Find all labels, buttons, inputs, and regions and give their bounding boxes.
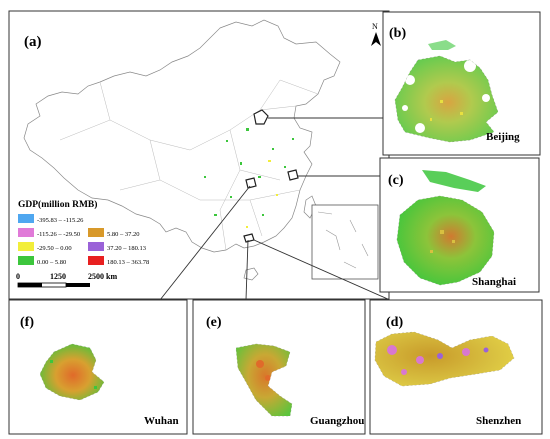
north-arrow-label: N [372,22,378,31]
leader-lines [159,117,391,301]
legend-swatch [18,228,34,237]
legend-range-label: 5.80 – 37.20 [107,231,140,238]
panel-f-label: (f) [20,315,34,330]
beijing-marker [253,109,269,125]
china-outline [23,19,341,253]
beijing-label: Beijing [486,131,520,143]
panel-d-label: (d) [386,315,403,330]
wuhan-label: Wuhan [144,415,179,427]
beijing-gdp-map [394,40,499,143]
legend-items: -395.83 – -115.26 -115.26 – -29.50 -29.50 … [18,214,149,266]
scale-bar: 0 1250 2500 km [16,272,117,288]
panel-b-label: (b) [389,26,406,41]
legend-range-label: -115.26 – -29.50 [37,231,80,238]
legend-range-label: 180.13 – 363.78 [107,259,149,266]
legend-title: GDP(million RMB) [18,199,97,210]
legend-swatch [88,256,104,265]
shenzhen-label: Shenzhen [476,415,521,427]
south-china-sea-islands [317,211,369,269]
panel-c-label: (c) [388,173,404,188]
legend: GDP(million RMB) -395.83 – -115.26 -115.2… [18,199,149,266]
wuhan-marker [245,177,257,189]
legend-swatch [88,228,104,237]
scale-tick-0: 0 [16,272,20,281]
legend-swatch [88,242,104,251]
panel-f-frame [8,299,188,435]
legend-swatch [18,214,34,223]
legend-range-label: -395.83 – -115.26 [37,217,84,224]
south-china-sea-inset [311,204,379,280]
scale-tick-2: 2500 km [88,272,117,281]
province-lines [59,79,319,251]
hainan-island [243,267,259,281]
scale-tick-1: 1250 [50,272,66,281]
north-arrow-icon: N [371,22,381,46]
shanghai-gdp-map [396,170,495,286]
panel-a-label: (a) [24,34,42,50]
shanghai-marker [287,169,299,181]
panel-e-label: (e) [206,315,222,330]
legend-range-label: 0.00 – 5.80 [37,259,66,266]
shanghai-label: Shanghai [472,276,516,288]
guangzhou-label: Guangzhou [310,415,364,427]
legend-swatch [18,256,34,265]
legend-range-label: 37.20 – 180.13 [107,245,146,252]
china-map [23,19,341,281]
national-gdp-specks [204,128,294,228]
legend-swatch [18,242,34,251]
legend-range-label: -29.50 – 0.00 [37,245,72,252]
